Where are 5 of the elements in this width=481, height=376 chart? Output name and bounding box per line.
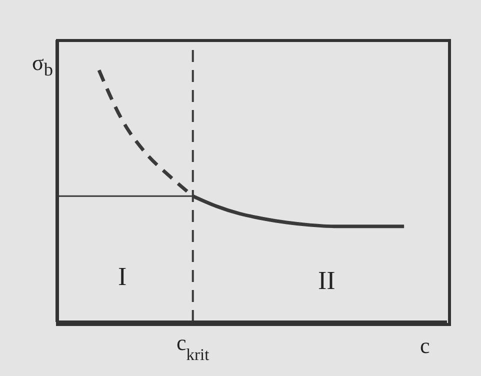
y-axis-title: σ$_{b}$ bbox=[32, 50, 54, 80]
annotation: II bbox=[318, 266, 336, 296]
x-axis-title: c bbox=[420, 333, 430, 359]
text: c$_{krit}$ bbox=[176, 330, 210, 364]
annotation: I bbox=[118, 262, 127, 292]
